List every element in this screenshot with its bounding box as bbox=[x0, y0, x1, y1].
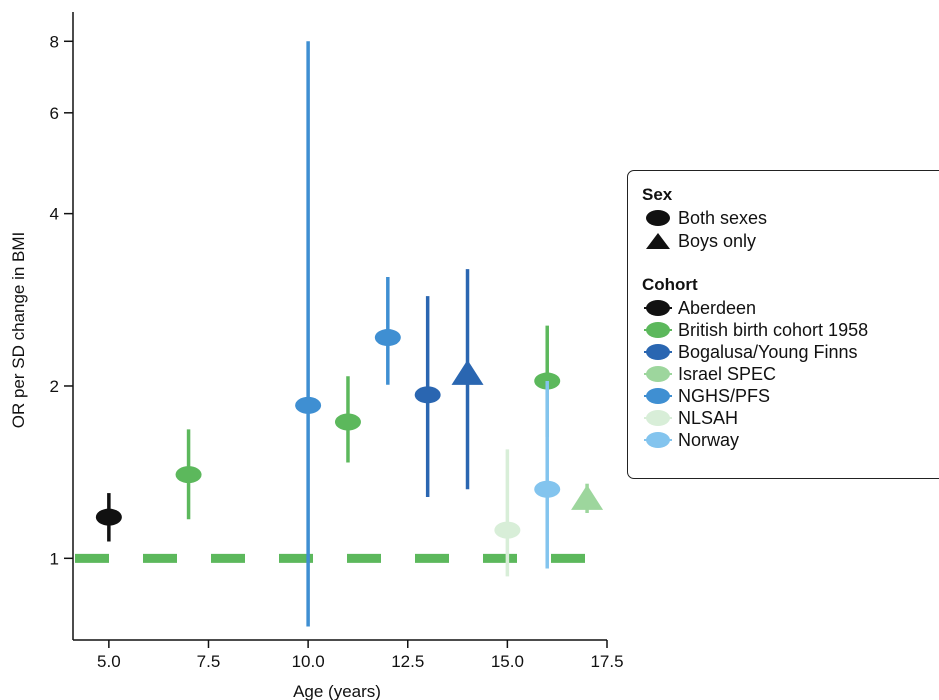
data-point bbox=[494, 521, 521, 539]
legend-item-cohort: Israel SPEC bbox=[642, 364, 776, 384]
y-axis-title: OR per SD change in BMI bbox=[9, 232, 28, 429]
x-tick-label: 10.0 bbox=[292, 652, 325, 671]
legend-label: Both sexes bbox=[678, 207, 768, 228]
y-tick-label: 1 bbox=[50, 549, 59, 568]
legend-sex-title: Sex bbox=[642, 185, 673, 204]
x-tick-label: 17.5 bbox=[590, 652, 623, 671]
legend-item-cohort: Norway bbox=[642, 430, 739, 450]
legend-cohort-title: Cohort bbox=[642, 275, 698, 294]
legend-item-cohort: British birth cohort 1958 bbox=[642, 320, 868, 340]
data-point bbox=[334, 413, 361, 431]
legend-marker-dot bbox=[646, 366, 670, 382]
data-point bbox=[374, 329, 401, 347]
legend-marker-icon bbox=[644, 366, 672, 382]
legend-label: Israel SPEC bbox=[678, 363, 777, 384]
legend: Sex Both sexes Boys only Cohort Aberdeen… bbox=[627, 170, 939, 479]
legend-item-cohort: NGHS/PFS bbox=[642, 386, 770, 406]
data-point bbox=[295, 396, 322, 414]
data-point bbox=[534, 480, 561, 498]
y-tick-label: 6 bbox=[50, 104, 59, 123]
legend-marker-dot bbox=[646, 432, 670, 448]
axes: 5.0 7.5 10.0 12.5 15.0 17.5 1 2 4 6 8 bbox=[50, 12, 624, 671]
y-tick-label: 2 bbox=[50, 377, 59, 396]
legend-item-both-sexes: Both sexes bbox=[642, 208, 767, 228]
data-point-triangle bbox=[451, 359, 484, 385]
legend-marker-icon bbox=[644, 344, 672, 360]
data-point bbox=[175, 466, 202, 484]
data-point bbox=[414, 386, 441, 404]
legend-label: Boys only bbox=[678, 230, 757, 251]
legend-marker-icon bbox=[644, 388, 672, 404]
legend-marker-dot bbox=[646, 344, 670, 360]
y-tick-label: 8 bbox=[50, 32, 59, 51]
legend-label: Norway bbox=[678, 429, 740, 450]
legend-marker-icon bbox=[644, 300, 672, 316]
legend-item-cohort: Aberdeen bbox=[642, 298, 756, 318]
x-tick-label: 12.5 bbox=[391, 652, 424, 671]
legend-marker-dot bbox=[646, 322, 670, 338]
legend-label: Aberdeen bbox=[678, 297, 757, 318]
legend-marker-icon bbox=[644, 432, 672, 448]
data-point-triangle bbox=[571, 484, 604, 510]
x-axis-title: Age (years) bbox=[293, 682, 381, 700]
legend-label: NLSAH bbox=[678, 407, 739, 428]
legend-marker-dot bbox=[646, 300, 670, 316]
x-tick-label: 5.0 bbox=[97, 652, 121, 671]
legend-item-cohort: Bogalusa/Young Finns bbox=[642, 342, 857, 362]
legend-item-cohort: NLSAH bbox=[642, 408, 738, 428]
legend-marker-dot bbox=[646, 388, 670, 404]
y-tick-label: 4 bbox=[50, 205, 59, 224]
plot-area bbox=[75, 41, 604, 627]
x-tick-label: 15.0 bbox=[491, 652, 524, 671]
triangle-marker-icon bbox=[646, 233, 670, 249]
data-point bbox=[95, 508, 122, 526]
legend-label: NGHS/PFS bbox=[678, 385, 771, 406]
legend-item-boys-only: Boys only bbox=[642, 231, 756, 251]
legend-marker-icon bbox=[644, 410, 672, 426]
legend-label: Bogalusa/Young Finns bbox=[678, 341, 858, 362]
circle-marker-icon bbox=[646, 210, 670, 226]
legend-marker-dot bbox=[646, 410, 670, 426]
legend-label: British birth cohort 1958 bbox=[678, 319, 869, 340]
legend-marker-icon bbox=[644, 322, 672, 338]
x-tick-label: 7.5 bbox=[197, 652, 221, 671]
